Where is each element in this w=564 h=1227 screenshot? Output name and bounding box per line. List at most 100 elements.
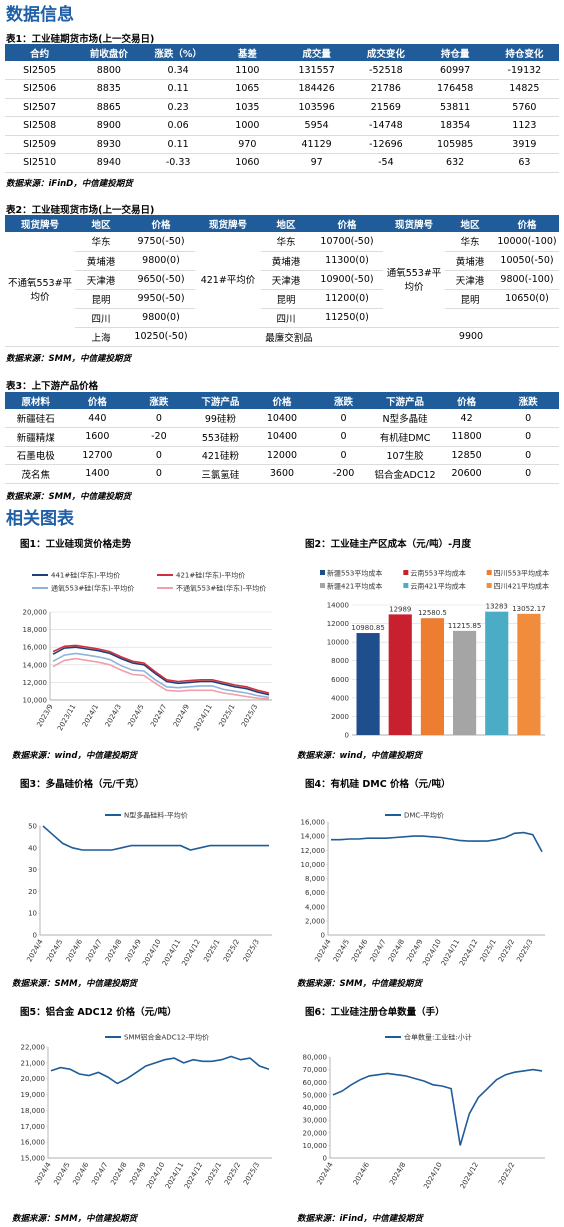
- bar: [485, 611, 509, 735]
- price: 11300(0): [311, 251, 383, 271]
- price: 9650(-50): [127, 270, 195, 290]
- cell: -0.33: [143, 153, 213, 173]
- x-tick-label: 2024/6: [350, 938, 370, 964]
- row: SI2505 8800 0.34 1100 131557 -52518 60997 -1913…: [5, 61, 559, 80]
- cell: 11800: [435, 427, 498, 447]
- legend-label: 通氧553#硅(华东)-平均价: [51, 584, 134, 593]
- row: 茂名焦 1400 0 三氯氢硅 3600 -200 铝合金ADC12 20600 0: [5, 464, 559, 484]
- cell: 5954: [282, 116, 352, 136]
- x-tick-label: 2025/3: [240, 703, 259, 728]
- y-tick-label: 22,000: [21, 1044, 46, 1052]
- data-label: 11215.85: [448, 622, 481, 630]
- header-cell: 成交量: [282, 44, 352, 61]
- bar: [356, 633, 380, 735]
- section-title: 相关图表: [6, 509, 74, 529]
- x-tick-label: 2024/11: [161, 938, 182, 967]
- legend-label: 不通氧553#硅(华东)-平均价: [176, 584, 266, 593]
- cell: 新疆精煤: [5, 427, 67, 447]
- legend-label: 云南421平均成本: [410, 582, 465, 591]
- header-cell: 价格: [66, 392, 129, 409]
- header-cell: 价格: [435, 392, 498, 409]
- cell: 0: [497, 409, 559, 428]
- line: [52, 646, 270, 696]
- legend-label: DMC-平均价: [404, 811, 444, 820]
- region: 华东: [445, 232, 495, 252]
- x-tick-label: 2024/4: [315, 1161, 335, 1187]
- line: [52, 652, 270, 699]
- cell: SI2509: [5, 135, 75, 154]
- y-tick-label: 18,000: [23, 626, 48, 634]
- source: 数据来源：SMM，中信建投期货: [12, 979, 138, 989]
- x-tick-label: 2024/4: [33, 1161, 53, 1187]
- cell: -54: [351, 153, 421, 173]
- y-tick-label: 70,000: [303, 1066, 328, 1074]
- chart: 0 2000 4000 6000 8000 10000 12000 14000 新疆553平均成…: [320, 569, 549, 740]
- row: SI2510 8940 -0.33 1060 97 -54 632 63: [5, 153, 559, 173]
- x-tick-label: 2024/11: [192, 703, 213, 732]
- header-cell: 持仓量: [420, 44, 490, 61]
- price: 11250(0): [311, 308, 383, 328]
- cell: 0.34: [143, 61, 213, 80]
- region: 四川: [261, 308, 311, 328]
- y-tick-label: 8,000: [305, 875, 325, 883]
- cell: SI2507: [5, 98, 75, 117]
- y-tick-label: 6,000: [305, 889, 325, 897]
- row: 上海 10250(-50) 最廉交割品 9900: [5, 327, 559, 347]
- cheapest-value: 9900: [383, 327, 559, 347]
- cell: SI2510: [5, 153, 75, 173]
- y-tick-label: 50,000: [303, 1091, 328, 1099]
- cheapest-label: 最廉交割品: [195, 327, 383, 347]
- row: SI2507 8865 0.23 1035 103596 21569 53811 5760: [5, 98, 559, 117]
- header-cell: 价格: [251, 392, 313, 409]
- legend-label: 四川553平均成本: [494, 569, 549, 578]
- cell: 1400: [66, 464, 129, 484]
- cell: 铝合金ADC12: [374, 464, 436, 484]
- futures-table: 合约 前收盘价 涨跌（%） 基差 成交量 成交变化 持仓量 持仓变化 SI2505 8800 0.3…: [5, 44, 559, 173]
- y-tick-label: 80,000: [303, 1054, 328, 1062]
- y-tick-label: 10,000: [23, 697, 48, 705]
- legend-label: 云南553平均成本: [410, 569, 465, 578]
- header-cell: 涨跌: [497, 392, 559, 409]
- cell: 石墨电极: [5, 446, 67, 465]
- price: 10900(-50): [311, 270, 383, 290]
- y-tick-label: 21,000: [21, 1059, 46, 1067]
- cell: 553硅粉: [189, 427, 252, 447]
- y-tick-label: 20,000: [21, 1075, 46, 1083]
- y-tick-label: 40,000: [303, 1104, 328, 1112]
- header-cell: 合约: [5, 44, 75, 61]
- header-cell: 价格: [127, 215, 195, 232]
- cell: 12850: [435, 446, 498, 465]
- cell: 60997: [420, 61, 490, 80]
- cell: 18354: [420, 116, 490, 136]
- cell: 21569: [351, 98, 421, 117]
- region: 昆明: [261, 289, 311, 309]
- table-title: 表1：工业硅期货市场(上一交易日): [6, 34, 155, 45]
- cell: 8865: [74, 98, 144, 117]
- row: 石墨电极 12700 0 421硅粉 12000 0 107生胶 12850 0: [5, 446, 559, 465]
- header-row: 现货牌号 地区 价格 现货牌号 地区 价格 现货牌号 地区 价格: [5, 215, 559, 232]
- y-tick-label: 14,000: [23, 661, 48, 669]
- cell: 12700: [66, 446, 129, 465]
- legend-swatch: [403, 583, 409, 588]
- x-tick-label: 2024/12: [183, 1161, 204, 1190]
- x-tick-label: 2024/9: [128, 1161, 147, 1186]
- bar: [388, 614, 412, 735]
- x-tick-label: 2023/9: [35, 703, 54, 728]
- cell: -14748: [351, 116, 421, 136]
- legend-label: SMM铝合金ADC12-平均价: [124, 1033, 209, 1042]
- source: 数据来源：SMM，中信建投期货: [6, 492, 132, 502]
- x-tick-label: 2024/12: [180, 938, 201, 967]
- header-cell: 价格: [311, 215, 383, 232]
- legend-label: 四川421平均成本: [494, 582, 549, 591]
- row: 新疆硅石 440 0 99硅粉 10400 0 N型多晶硅 42 0: [5, 409, 559, 428]
- y-tick-label: 10000: [327, 639, 349, 647]
- x-tick-label: 2024/7: [149, 703, 168, 728]
- source: 数据来源：SMM，中信建投期货: [12, 1214, 138, 1224]
- section-title: 数据信息: [6, 5, 74, 25]
- header-cell: 前收盘价: [74, 44, 144, 61]
- y-tick-label: 12000: [327, 620, 349, 628]
- y-tick-label: 10,000: [301, 861, 326, 869]
- data-label: 13052.17: [512, 605, 545, 613]
- y-tick-label: 50: [28, 823, 37, 831]
- cell: 0: [128, 409, 190, 428]
